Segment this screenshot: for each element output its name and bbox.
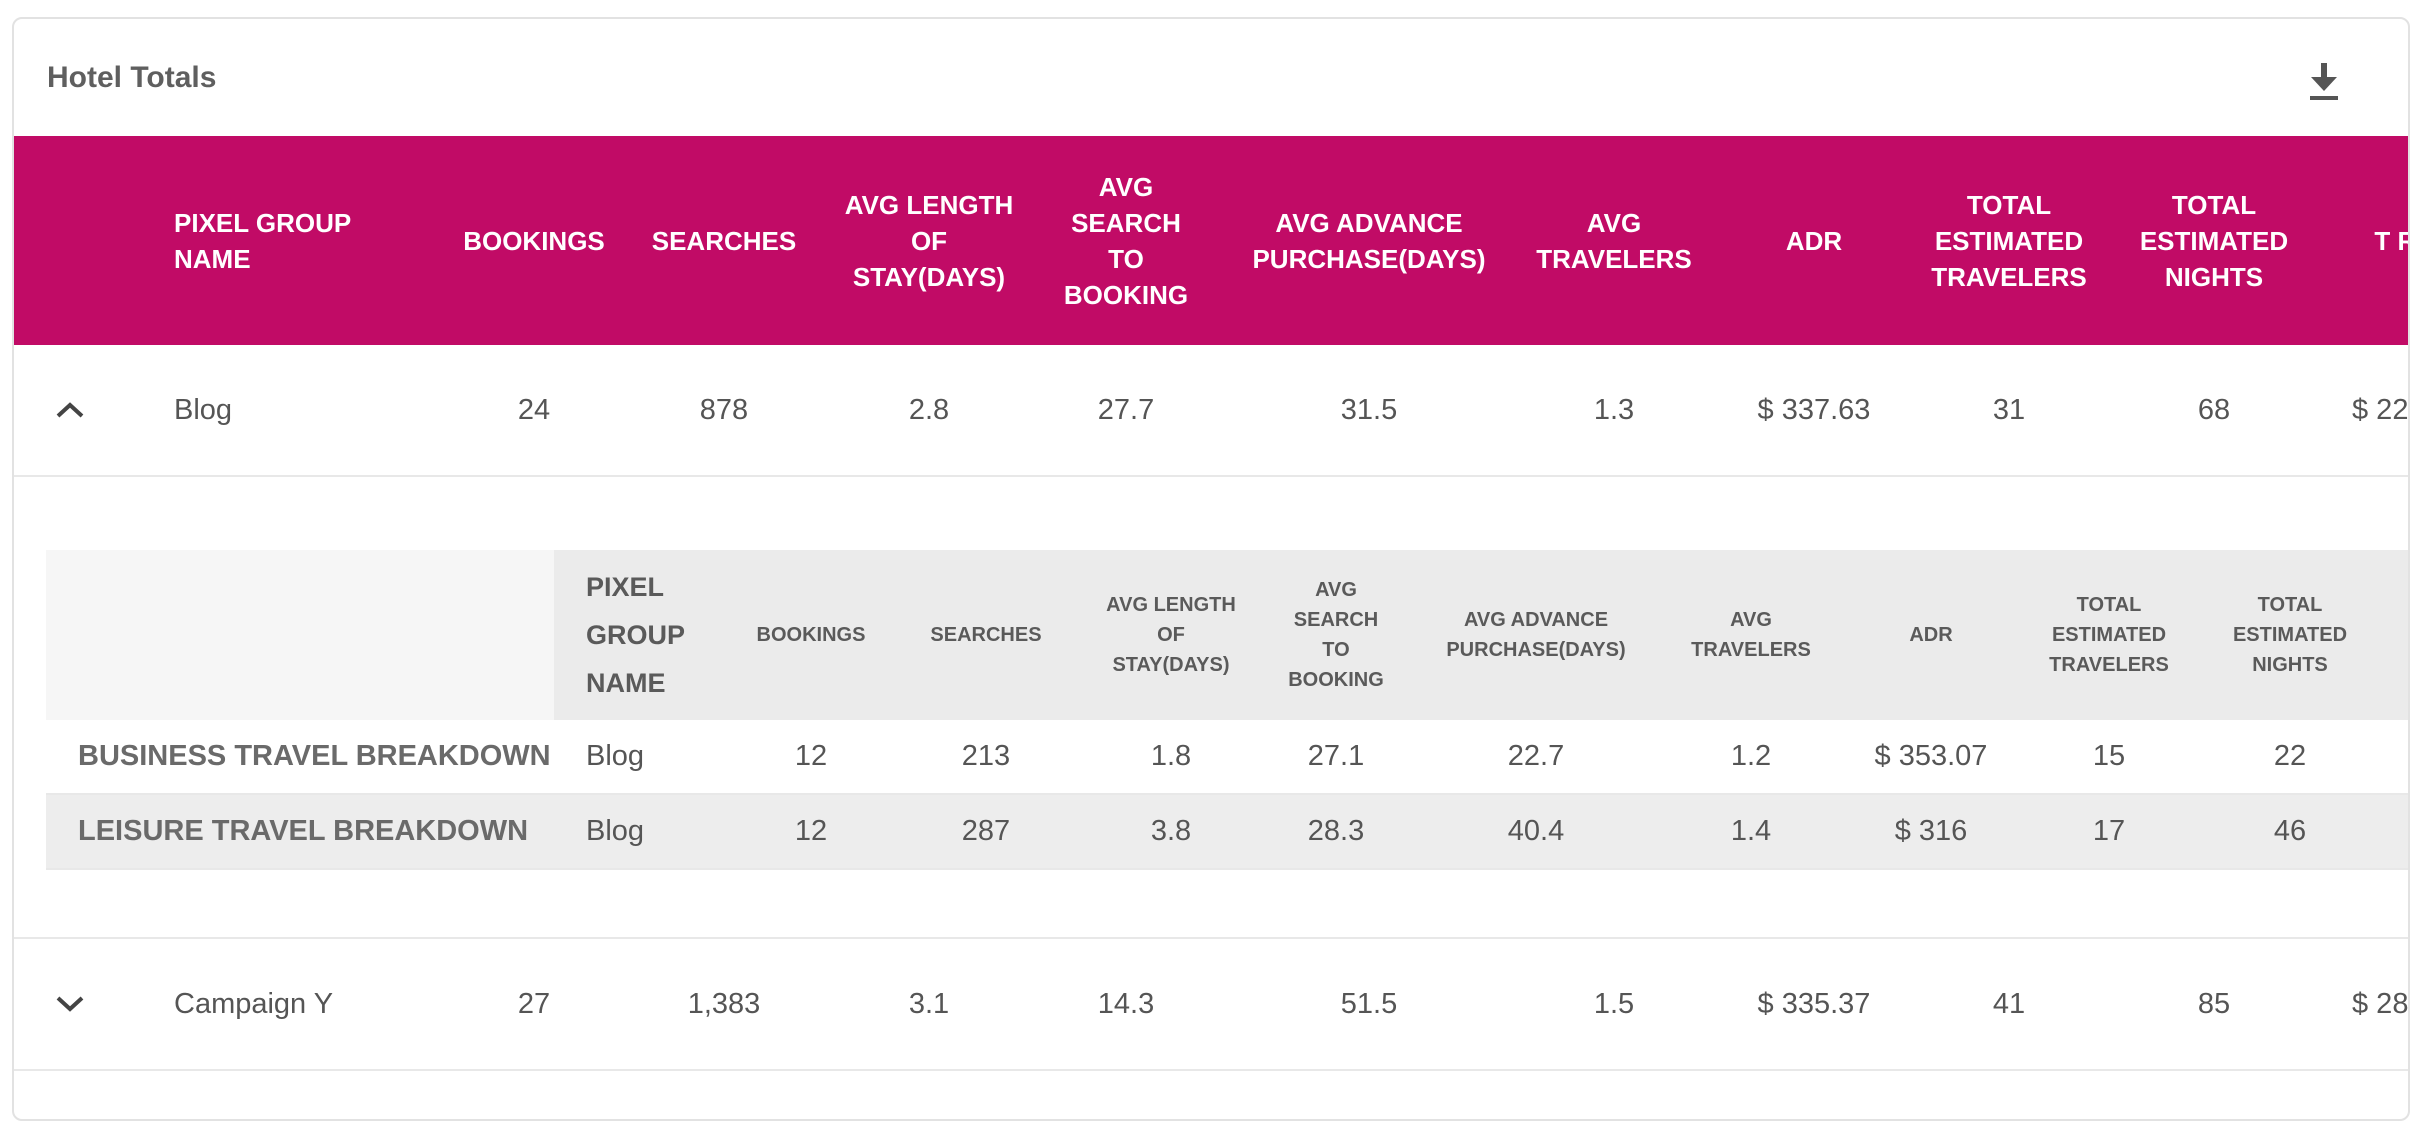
download-icon[interactable] — [2304, 57, 2344, 105]
breakdown-cell-pixel-group-name: Blog — [586, 815, 645, 847]
breakdown-cell-avg-length-of-stay: 1.8 — [1150, 740, 1192, 772]
cell-total-estimated-nights: 68 — [2197, 393, 2231, 426]
card-title: Hotel Totals — [47, 61, 217, 94]
cell-adr: $ 337.63 — [1757, 393, 1871, 426]
cell-adr: $ 335.37 — [1757, 987, 1871, 1020]
breakdown-table-header: PIXEL GROUP NAME BOOKINGS SEARCHES AVG L… — [46, 550, 2408, 720]
cell-bookings: 27 — [517, 987, 551, 1020]
cell-total-estimated-travelers: 41 — [1992, 987, 2026, 1020]
breakdown-cell-total-estimated-nights: 46 — [2273, 815, 2307, 847]
breakdown-cell-bookings: 12 — [794, 740, 828, 772]
breakdown-cell-searches: 213 — [961, 740, 1011, 772]
hotel-totals-table: PIXEL GROUP NAME BOOKINGS SEARCHES AVG L… — [14, 136, 2408, 1071]
column-header-adr[interactable]: ADR — [1785, 225, 1843, 256]
breakdown-cell-adr: $ 353.07 — [1874, 740, 1988, 772]
cell-avg-advance-purchase: 31.5 — [1340, 393, 1398, 426]
breakdown-row: LEISURE TRAVEL BREAKDOWN Blog 12 287 3.8… — [46, 795, 2408, 870]
column-header-searches[interactable]: SEARCHES — [651, 225, 797, 256]
column-header-bookings[interactable]: BOOKINGS — [463, 225, 605, 256]
cell-avg-search-to-booking: 14.3 — [1097, 987, 1155, 1020]
breakdown-header-blank — [46, 550, 554, 720]
breakdown-cell-avg-search-to-booking: 27.1 — [1307, 740, 1365, 772]
cell-searches: 1,383 — [687, 987, 761, 1020]
breakdown-column-header-avg-length-of-stay[interactable]: AVG LENGTH OF STAY(DAYS) — [1106, 594, 1236, 676]
table-row[interactable]: Blog 24 878 2.8 27.7 31.5 1.3 $ 337.63 3… — [14, 345, 2408, 477]
chevron-up-icon[interactable] — [44, 345, 96, 475]
breakdown-cell-total-estimated-travelers: 17 — [2092, 815, 2126, 847]
cell-avg-search-to-booking: 27.7 — [1097, 393, 1155, 426]
breakdown-cell-avg-advance-purchase: 40.4 — [1507, 815, 1565, 847]
cell-truncated: $ 22 — [2352, 393, 2408, 426]
cell-avg-travelers: 1.3 — [1593, 393, 1635, 426]
cell-pixel-group-name: Campaign Y — [174, 987, 334, 1020]
breakdown-row-label: BUSINESS TRAVEL BREAKDOWN — [78, 740, 551, 772]
column-header-avg-length-of-stay[interactable]: AVG LENGTH OF STAY(DAYS) — [844, 189, 1014, 292]
breakdown-cell-total-estimated-travelers: 15 — [2092, 740, 2126, 772]
breakdown-column-header-pixel-group-name[interactable]: PIXEL GROUP NAME — [586, 572, 685, 698]
breakdown-column-header-bookings[interactable]: BOOKINGS — [756, 624, 866, 646]
breakdown-cell-avg-travelers: 1.4 — [1730, 815, 1772, 847]
card-header: Hotel Totals — [14, 19, 2408, 136]
breakdown-cell-avg-length-of-stay: 3.8 — [1150, 815, 1192, 847]
breakdown-column-header-avg-travelers[interactable]: AVG TRAVELERS — [1691, 609, 1811, 661]
breakdown-column-header-avg-advance-purchase[interactable]: AVG ADVANCE PURCHASE(DAYS) — [1446, 609, 1626, 661]
column-header-avg-advance-purchase[interactable]: AVG ADVANCE PURCHASE(DAYS) — [1252, 207, 1486, 274]
breakdown-table: PIXEL GROUP NAME BOOKINGS SEARCHES AVG L… — [46, 550, 2408, 870]
cell-avg-travelers: 1.5 — [1593, 987, 1635, 1020]
cell-avg-length-of-stay: 2.8 — [908, 393, 950, 426]
table-row[interactable]: Campaign Y 27 1,383 3.1 14.3 51.5 1.5 $ … — [14, 939, 2408, 1071]
column-header-total-estimated-nights[interactable]: TOTAL ESTIMATED NIGHTS — [2139, 189, 2289, 292]
expanded-detail-panel: PIXEL GROUP NAME BOOKINGS SEARCHES AVG L… — [14, 477, 2408, 939]
breakdown-cell-searches: 287 — [961, 815, 1011, 847]
cell-avg-length-of-stay: 3.1 — [908, 987, 950, 1020]
column-header-pixel-group-name[interactable]: PIXEL GROUP NAME — [174, 207, 351, 274]
cell-total-estimated-travelers: 31 — [1992, 393, 2026, 426]
column-header-truncated[interactable]: T RE — [2374, 225, 2408, 256]
column-header-total-estimated-travelers[interactable]: TOTAL ESTIMATED TRAVELERS — [1931, 189, 2087, 292]
column-header-avg-search-to-booking[interactable]: AVG SEARCH TO BOOKING — [1063, 171, 1189, 310]
breakdown-cell-adr: $ 316 — [1894, 815, 1968, 847]
breakdown-row-label: LEISURE TRAVEL BREAKDOWN — [78, 815, 529, 847]
breakdown-row: BUSINESS TRAVEL BREAKDOWN Blog 12 213 1.… — [46, 720, 2408, 795]
breakdown-cell-bookings: 12 — [794, 815, 828, 847]
column-header-avg-travelers[interactable]: AVG TRAVELERS — [1536, 207, 1692, 274]
cell-avg-advance-purchase: 51.5 — [1340, 987, 1398, 1020]
cell-total-estimated-nights: 85 — [2197, 987, 2231, 1020]
table-header: PIXEL GROUP NAME BOOKINGS SEARCHES AVG L… — [14, 136, 2408, 345]
chevron-down-icon[interactable] — [44, 939, 96, 1069]
breakdown-column-header-adr[interactable]: ADR — [1909, 624, 1953, 646]
cell-truncated: $ 28 — [2352, 987, 2408, 1020]
cell-bookings: 24 — [517, 393, 551, 426]
breakdown-cell-avg-advance-purchase: 22.7 — [1507, 740, 1565, 772]
cell-searches: 878 — [699, 393, 749, 426]
breakdown-cell-total-estimated-nights: 22 — [2273, 740, 2307, 772]
breakdown-column-header-total-estimated-nights[interactable]: TOTAL ESTIMATED NIGHTS — [2232, 594, 2348, 676]
hotel-totals-card: Hotel Totals PIXEL GROUP NAME BOOKINGS S… — [12, 17, 2410, 1121]
breakdown-column-header-total-estimated-travelers[interactable]: TOTAL ESTIMATED TRAVELERS — [2049, 594, 2169, 676]
breakdown-header-bg — [554, 550, 2408, 720]
breakdown-cell-pixel-group-name: Blog — [586, 740, 645, 772]
breakdown-cell-avg-search-to-booking: 28.3 — [1307, 815, 1365, 847]
breakdown-column-header-searches[interactable]: SEARCHES — [930, 624, 1042, 646]
breakdown-column-header-avg-search-to-booking[interactable]: AVG SEARCH TO BOOKING — [1288, 579, 1384, 691]
cell-pixel-group-name: Blog — [174, 393, 233, 426]
breakdown-cell-avg-travelers: 1.2 — [1730, 740, 1772, 772]
